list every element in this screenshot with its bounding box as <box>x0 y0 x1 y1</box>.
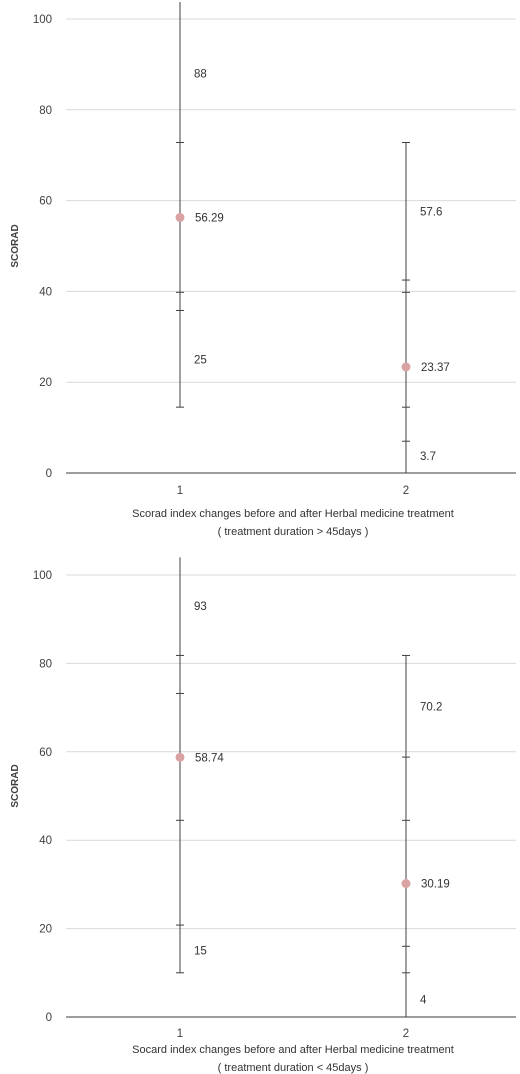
top-min-label-2: 3.7 <box>420 451 436 463</box>
bottom-min-label-1: 15 <box>194 946 207 958</box>
bottom-y-tick-label: 20 <box>39 924 52 936</box>
bottom-x-tick-label-2: 2 <box>403 1028 409 1040</box>
bottom-mean-point-1 <box>175 752 185 762</box>
top-y-tick-label: 80 <box>39 105 52 117</box>
bottom-y-tick-label: 0 <box>46 1012 52 1024</box>
bottom-min-label-2: 4 <box>420 994 427 1006</box>
top-x-tick-label-2: 2 <box>403 485 409 497</box>
top-mean-label-1: 56.29 <box>195 212 224 224</box>
top-y-tick-label: 100 <box>33 14 52 26</box>
bottom-mean-label-1: 58.74 <box>195 752 224 764</box>
top-mean-point-2 <box>401 362 411 372</box>
bottom-y-tick-label: 80 <box>39 658 52 670</box>
top-mean-point-1 <box>175 212 185 222</box>
top-mean-label-2: 23.37 <box>421 362 450 374</box>
chart-top: 0 20 40 60 80 100 SCORAD 1 2 Scorad index changes… <box>10 2 516 538</box>
bottom-y-tick-label: 100 <box>33 570 52 582</box>
bottom-mean-label-2: 30.19 <box>421 879 450 891</box>
top-y-axis-label: SCORAD <box>10 224 21 267</box>
bottom-caption-line-2: ( treatment duration < 45days ) <box>218 1062 369 1074</box>
top-y-tick-label: 60 <box>39 196 52 208</box>
bottom-y-tick-label: 60 <box>39 747 52 759</box>
bottom-caption-line-1: Socard index changes before and after He… <box>132 1044 454 1056</box>
top-caption-line-2: ( treatment duration > 45days ) <box>218 526 369 538</box>
top-caption-line-1: Scorad index changes before and after He… <box>132 508 454 520</box>
top-min-label-1: 25 <box>194 355 207 367</box>
bottom-mean-point-2 <box>401 879 411 889</box>
bottom-max-label-2: 70.2 <box>420 702 442 714</box>
top-y-tick-label: 20 <box>39 377 52 389</box>
top-x-tick-label-1: 1 <box>177 485 183 497</box>
bottom-max-label-1: 93 <box>194 601 207 613</box>
top-max-label-2: 57.6 <box>420 206 442 218</box>
bottom-y-tick-label: 40 <box>39 835 52 847</box>
top-y-tick-label: 40 <box>39 286 52 298</box>
top-max-label-1: 88 <box>194 68 207 80</box>
bottom-y-axis-label: SCORAD <box>10 764 21 807</box>
bottom-x-tick-label-1: 1 <box>177 1028 183 1040</box>
top-y-tick-label: 0 <box>46 468 52 480</box>
chart-bottom: 0 20 40 60 80 100 SCORAD 1 2 Socard index changes… <box>10 557 516 1074</box>
